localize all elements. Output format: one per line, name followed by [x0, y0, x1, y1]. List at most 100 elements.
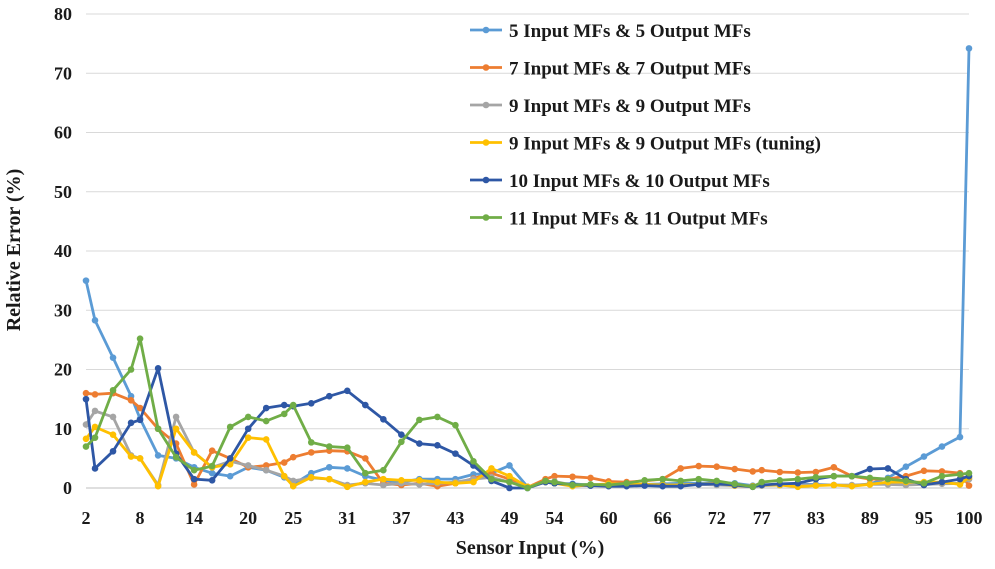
data-point [758, 478, 766, 486]
data-point [659, 475, 666, 483]
data-point [289, 453, 297, 461]
data-point [866, 465, 874, 473]
data-point [902, 477, 910, 485]
data-point [938, 443, 946, 450]
data-point [325, 463, 333, 471]
data-point [172, 425, 180, 433]
data-point [605, 481, 612, 489]
y-tick-label: 10 [54, 419, 72, 439]
data-point [262, 436, 270, 443]
data-point [956, 475, 964, 483]
y-tick-label: 20 [54, 360, 72, 380]
data-point [416, 476, 423, 484]
data-point [920, 453, 928, 460]
data-point [830, 481, 838, 489]
data-point [569, 481, 576, 489]
data-point [362, 469, 369, 477]
legend-label: 11 Input MFs & 11 Output MFs [509, 209, 768, 230]
data-point [208, 476, 216, 484]
data-point [244, 413, 252, 421]
data-point [938, 478, 946, 486]
data-point [91, 434, 99, 441]
data-point [830, 472, 838, 480]
y-axis-title: Relative Error (%) [3, 169, 25, 332]
data-point [569, 473, 576, 481]
data-point [713, 477, 721, 485]
data-point [154, 482, 162, 490]
data-point [794, 469, 802, 476]
x-tick-label: 60 [600, 508, 618, 528]
data-point [812, 468, 820, 476]
data-point [380, 415, 387, 423]
data-point [848, 482, 856, 490]
legend-label: 7 Input MFs & 7 Output MFs [509, 59, 751, 80]
data-point [127, 397, 135, 404]
legend-swatch-marker [482, 26, 490, 34]
data-point [362, 455, 369, 462]
data-point [136, 455, 144, 462]
data-point [812, 482, 820, 489]
data-point [307, 439, 315, 446]
data-point [362, 401, 369, 409]
x-axis-title: Sensor Input (%) [456, 537, 605, 559]
data-point [380, 466, 387, 474]
data-point [749, 483, 757, 491]
data-point [280, 410, 288, 418]
data-point [812, 474, 820, 481]
data-point [190, 449, 198, 456]
data-point [244, 462, 252, 469]
data-point [91, 317, 99, 324]
data-point [82, 443, 90, 450]
data-point [848, 472, 856, 480]
legend-swatch-marker [482, 64, 490, 71]
data-point [307, 399, 315, 407]
data-point [208, 462, 216, 470]
data-point [524, 484, 531, 492]
data-point [289, 401, 297, 409]
data-point [91, 391, 99, 398]
data-point [289, 482, 297, 490]
data-point [82, 435, 90, 443]
data-point [343, 444, 351, 452]
data-point [307, 449, 315, 456]
data-point [244, 434, 252, 441]
y-tick-label: 40 [54, 241, 72, 261]
data-point [470, 478, 477, 486]
data-point [623, 479, 630, 487]
data-point [343, 483, 351, 491]
data-point [226, 461, 234, 468]
data-point [380, 475, 387, 483]
data-point [226, 455, 234, 462]
x-tick-label: 83 [807, 508, 825, 528]
data-point [677, 482, 684, 490]
data-point [695, 481, 702, 488]
legend-swatch-marker [482, 101, 490, 109]
data-point [82, 421, 90, 428]
data-point [452, 479, 459, 487]
data-point [262, 466, 270, 474]
x-tick-label: 66 [654, 508, 672, 528]
data-point [542, 477, 549, 485]
y-tick-label: 80 [54, 4, 72, 24]
x-tick-label: 95 [915, 508, 933, 528]
x-tick-label: 77 [753, 508, 771, 528]
data-point [866, 474, 874, 482]
legend-label: 9 Input MFs & 9 Output MFs (tuning) [509, 134, 821, 155]
data-point [127, 419, 135, 427]
x-axis-ticks: 2 8 14 20 25 31 37 43 49 54 60 66 72 77 83 89 95 100 [82, 508, 983, 528]
data-point [262, 404, 270, 412]
legend-label: 10 Input MFs & 10 Output MFs [509, 171, 770, 192]
data-point [154, 452, 162, 459]
data-point [713, 463, 721, 470]
y-tick-label: 30 [54, 300, 72, 320]
data-point [398, 438, 405, 446]
x-tick-label: 43 [446, 508, 464, 528]
data-point [280, 472, 288, 480]
data-point [325, 443, 333, 450]
data-point [551, 478, 558, 486]
data-point [208, 469, 216, 477]
data-point [434, 442, 441, 449]
data-point [262, 417, 270, 425]
data-point [641, 482, 648, 489]
data-point [398, 431, 405, 438]
